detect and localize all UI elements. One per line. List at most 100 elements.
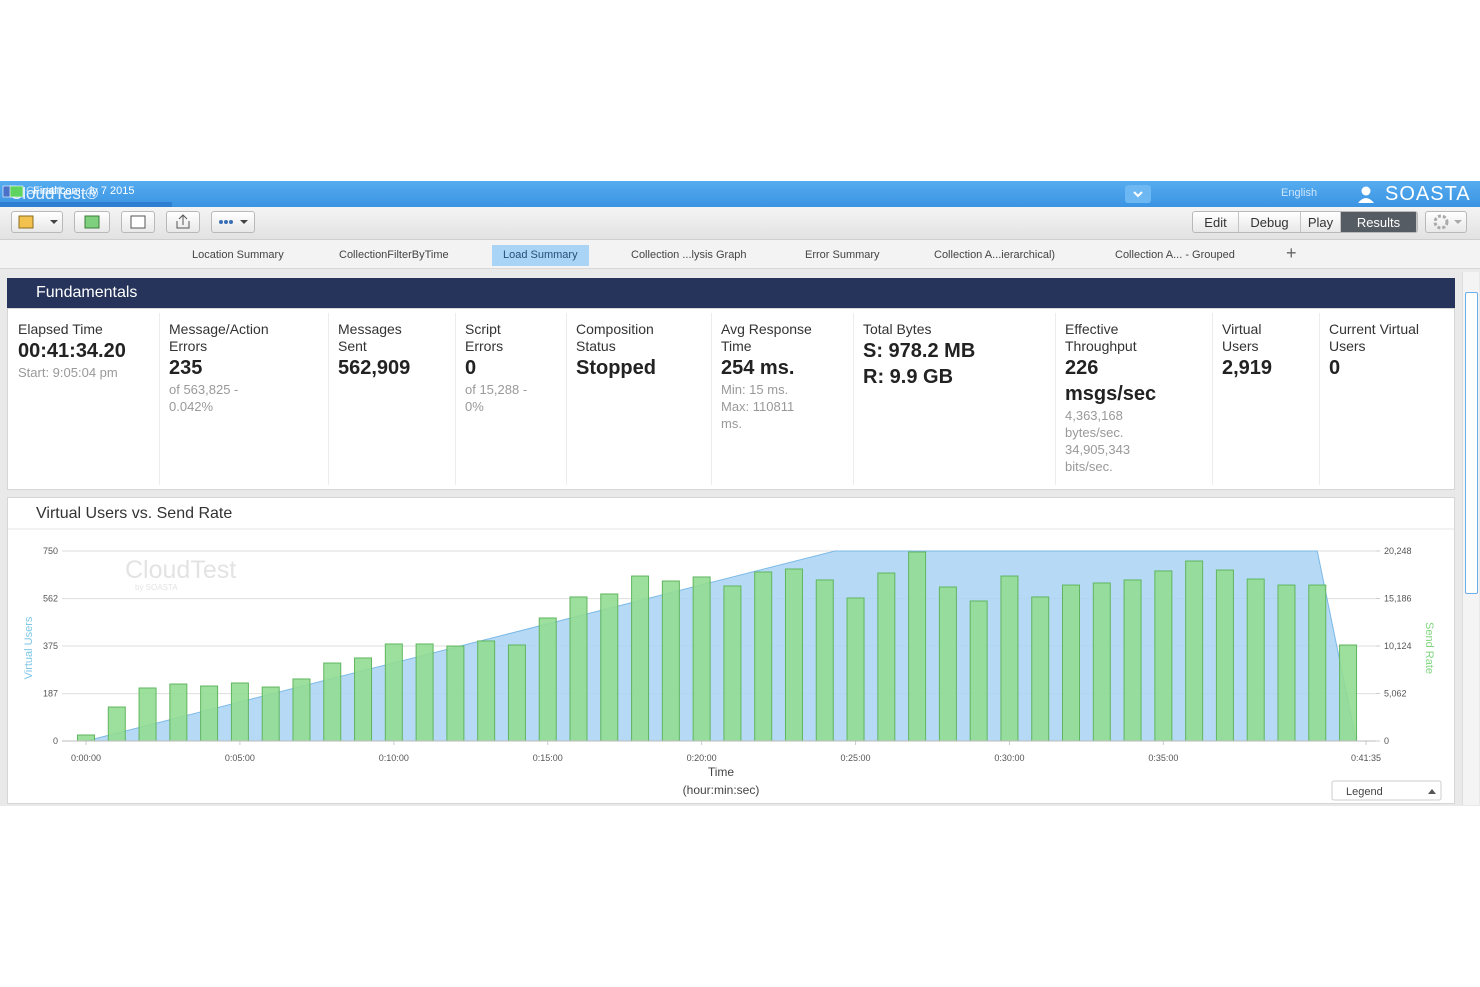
metric-label: Current Virtual bbox=[1329, 321, 1420, 337]
metric-label: Users bbox=[1222, 338, 1259, 354]
more-button[interactable] bbox=[211, 211, 255, 233]
column-divider bbox=[1212, 313, 1213, 485]
column-divider bbox=[159, 313, 160, 485]
mode-button[interactable]: Play bbox=[1301, 212, 1341, 232]
mode-button[interactable]: Debug bbox=[1239, 212, 1301, 232]
metric: Avg Response Time 254 ms. Min: 15 ms. Max: 1… bbox=[721, 321, 812, 432]
bar bbox=[692, 576, 711, 742]
column-divider bbox=[1055, 313, 1056, 485]
watermark: CloudTest bbox=[125, 556, 236, 584]
bar bbox=[846, 597, 865, 742]
brand: CloudTest® bbox=[10, 184, 99, 203]
bar bbox=[446, 645, 465, 742]
metric-value: S: 978.2 MB bbox=[863, 340, 976, 362]
language[interactable]: English bbox=[1281, 187, 1318, 199]
x-tick-label: 0:10:00 bbox=[379, 753, 409, 763]
bar bbox=[138, 687, 157, 742]
bar bbox=[969, 600, 988, 742]
tab[interactable]: Collection ...lysis Graph bbox=[631, 249, 747, 261]
metric-value: 235 bbox=[169, 357, 203, 379]
y-axis-label: Virtual Users bbox=[23, 616, 35, 679]
user-icon bbox=[1358, 186, 1374, 203]
chart: Virtual Users vs. Send Rate CloudTest by… bbox=[8, 505, 1454, 801]
metric: Current Virtual Users 0 bbox=[1329, 321, 1419, 381]
y2-tick-label: 15,186 bbox=[1384, 594, 1412, 604]
bar bbox=[477, 640, 496, 742]
metric-note: 34,905,343 bbox=[1065, 442, 1131, 457]
bar bbox=[384, 643, 403, 742]
column-divider bbox=[853, 313, 854, 485]
bar bbox=[1123, 579, 1142, 742]
x-tick-label: 0:15:00 bbox=[533, 753, 563, 763]
bar bbox=[938, 586, 957, 742]
metric-value: R: 9.9 GB bbox=[863, 366, 954, 388]
metric-label: Elapsed Time bbox=[18, 321, 103, 337]
metric-label: Script bbox=[465, 321, 501, 337]
app-tab-label[interactable]: Central bbox=[26, 185, 62, 197]
bar bbox=[1092, 582, 1111, 742]
metric: Script Errors 0 of 15,288 - 0% bbox=[465, 321, 527, 415]
bar bbox=[77, 734, 95, 742]
y2-tick-label: 10,124 bbox=[1384, 641, 1412, 651]
mode-button[interactable]: Results bbox=[1341, 212, 1417, 232]
metric-label: Status bbox=[576, 338, 616, 354]
panel-title: Fundamentals bbox=[36, 284, 138, 301]
metric-label: Throughput bbox=[1065, 338, 1137, 354]
bar bbox=[754, 571, 773, 742]
metric-value: msgs/sec bbox=[1065, 383, 1157, 405]
metric-note: 0.042% bbox=[169, 399, 214, 414]
legend-button-label[interactable]: Legend bbox=[1346, 786, 1383, 798]
mode-switch: Edit Debug Play Results bbox=[1192, 211, 1418, 233]
legend-button[interactable] bbox=[1331, 780, 1442, 801]
dropdown-button[interactable] bbox=[1125, 185, 1151, 203]
metric-label: Total Bytes bbox=[863, 321, 932, 337]
metric-value: 254 ms. bbox=[721, 357, 795, 379]
bar bbox=[1062, 584, 1081, 742]
bar bbox=[323, 662, 342, 742]
settings-button[interactable] bbox=[1425, 211, 1467, 233]
x-tick-label: 0:41:35 bbox=[1351, 753, 1381, 763]
tab[interactable]: Load Summary bbox=[492, 245, 589, 266]
y-tick-label: 187 bbox=[43, 689, 58, 699]
metric-note: of 563,825 - bbox=[169, 382, 239, 397]
y2-tick-label: 0 bbox=[1384, 736, 1389, 746]
legend-arrow[interactable] bbox=[1428, 789, 1436, 794]
mode-button[interactable]: Edit bbox=[1193, 212, 1239, 232]
company: SOASTA bbox=[1385, 183, 1471, 205]
tab-strip: + Location Summary CollectionFilterByTime… bbox=[0, 240, 1480, 269]
scroll-thumb[interactable] bbox=[1465, 292, 1478, 594]
column-divider bbox=[566, 313, 567, 485]
tab[interactable]: Error Summary bbox=[805, 249, 880, 261]
bar bbox=[1000, 575, 1019, 742]
bar bbox=[569, 596, 588, 742]
edit-button[interactable] bbox=[121, 211, 155, 233]
bar bbox=[723, 585, 742, 742]
metric-label: Sent bbox=[338, 338, 367, 354]
open-button[interactable] bbox=[74, 211, 110, 233]
app-tab-label[interactable]: Final com...ly 7 2015 bbox=[33, 185, 135, 197]
tab[interactable]: Collection A...ierarchical) bbox=[934, 249, 1056, 261]
tab[interactable]: CollectionFilterByTime bbox=[339, 249, 449, 261]
x-tick-label: 0:30:00 bbox=[994, 753, 1024, 763]
metric-label: Errors bbox=[169, 338, 208, 354]
tab[interactable]: Location Summary bbox=[192, 249, 284, 261]
metric-label: Virtual bbox=[1222, 321, 1262, 337]
tab[interactable]: Collection A... - Grouped bbox=[1115, 249, 1235, 261]
metric-value: 00:41:34.20 bbox=[18, 340, 126, 362]
scrollbar[interactable] bbox=[1462, 272, 1479, 805]
share-button[interactable] bbox=[166, 211, 200, 233]
bar bbox=[784, 568, 803, 742]
column-divider bbox=[711, 313, 712, 485]
bar bbox=[815, 579, 834, 742]
new-button[interactable] bbox=[11, 211, 63, 233]
add-tab[interactable]: + bbox=[1286, 243, 1297, 263]
column-divider bbox=[1319, 313, 1320, 485]
metric: Elapsed Time 00:41:34.20 Start: 9:05:04 pm bbox=[18, 321, 126, 381]
x-tick-label: 0:05:00 bbox=[225, 753, 255, 763]
y-tick-label: 0 bbox=[53, 736, 58, 746]
metric-label: Effective bbox=[1065, 321, 1119, 337]
x-axis-label: Time bbox=[708, 765, 735, 779]
bar bbox=[261, 686, 280, 742]
bar bbox=[292, 678, 311, 742]
